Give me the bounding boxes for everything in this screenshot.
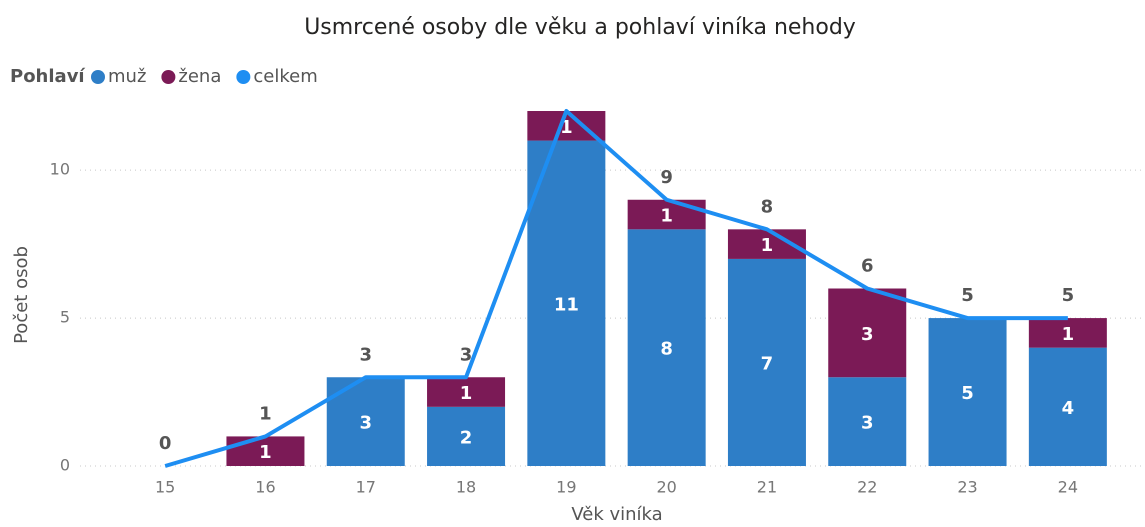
bar-segment — [527, 140, 606, 467]
line-data-label: 8 — [761, 196, 774, 217]
line — [164, 109, 1068, 468]
bar-segment — [1028, 347, 1107, 466]
line-data-label: 9 — [660, 167, 673, 188]
legend-label: žena — [178, 66, 221, 87]
bar-segment — [226, 436, 305, 466]
data-label: 1 — [1062, 324, 1075, 345]
data-label: 3 — [359, 413, 372, 434]
x-tick-label: 16 — [255, 478, 275, 497]
x-tick-label: 17 — [356, 478, 376, 497]
data-label: 5 — [961, 383, 974, 404]
x-tick-label: 19 — [556, 478, 576, 497]
legend-label: celkem — [253, 66, 317, 87]
bar-segment — [427, 377, 506, 407]
data-label: 11 — [554, 294, 579, 315]
x-tick-label: 24 — [1058, 478, 1078, 497]
data-label: 2 — [460, 427, 473, 448]
y-tick-label: 0 — [60, 456, 70, 475]
bar-segment — [1028, 318, 1107, 348]
data-label: 1 — [460, 383, 473, 404]
data-label: 3 — [861, 324, 874, 345]
legend-marker — [236, 70, 251, 84]
bar-segment — [928, 318, 1007, 466]
data-label: 3 — [861, 413, 874, 434]
bar-segment — [627, 229, 706, 466]
y-tick-label: 10 — [50, 160, 70, 179]
x-tick-label: 20 — [656, 478, 676, 497]
legend-label: muž — [108, 66, 146, 87]
x-tick-label: 15 — [155, 478, 175, 497]
line-data-label: 6 — [861, 256, 874, 277]
bar-segment — [627, 199, 706, 230]
data-label: 4 — [1062, 398, 1075, 419]
line-data-label: 3 — [460, 344, 473, 365]
y-axis-label: Počet osob — [11, 246, 32, 344]
bar-segment — [727, 258, 806, 466]
x-tick-label: 23 — [957, 478, 977, 497]
line-data-label: 5 — [961, 285, 974, 306]
x-tick-label: 22 — [857, 478, 877, 497]
data-label: 7 — [761, 353, 774, 374]
data-label: 1 — [761, 235, 774, 256]
legend-title: Pohlaví — [10, 66, 85, 87]
bar-segment — [427, 406, 506, 466]
x-tick-label: 21 — [757, 478, 777, 497]
data-label: 1 — [259, 442, 272, 463]
legend-marker — [91, 70, 105, 84]
data-label: 1 — [660, 206, 673, 227]
x-tick-label: 18 — [456, 478, 476, 497]
line-data-label: 0 — [159, 433, 172, 454]
bar-segment — [828, 288, 907, 378]
x-axis-label: Věk viníka — [571, 504, 662, 525]
data-label: 8 — [660, 339, 673, 360]
chart-title: Usmrcené osoby dle věku a pohlaví viníka… — [304, 15, 856, 40]
legend-marker — [161, 70, 176, 84]
y-tick-label: 5 — [60, 308, 70, 327]
line-data-label: 5 — [1062, 285, 1075, 306]
line-data-label: 1 — [259, 403, 272, 424]
bar-segment — [828, 377, 907, 466]
line-data-label: 3 — [359, 344, 372, 365]
